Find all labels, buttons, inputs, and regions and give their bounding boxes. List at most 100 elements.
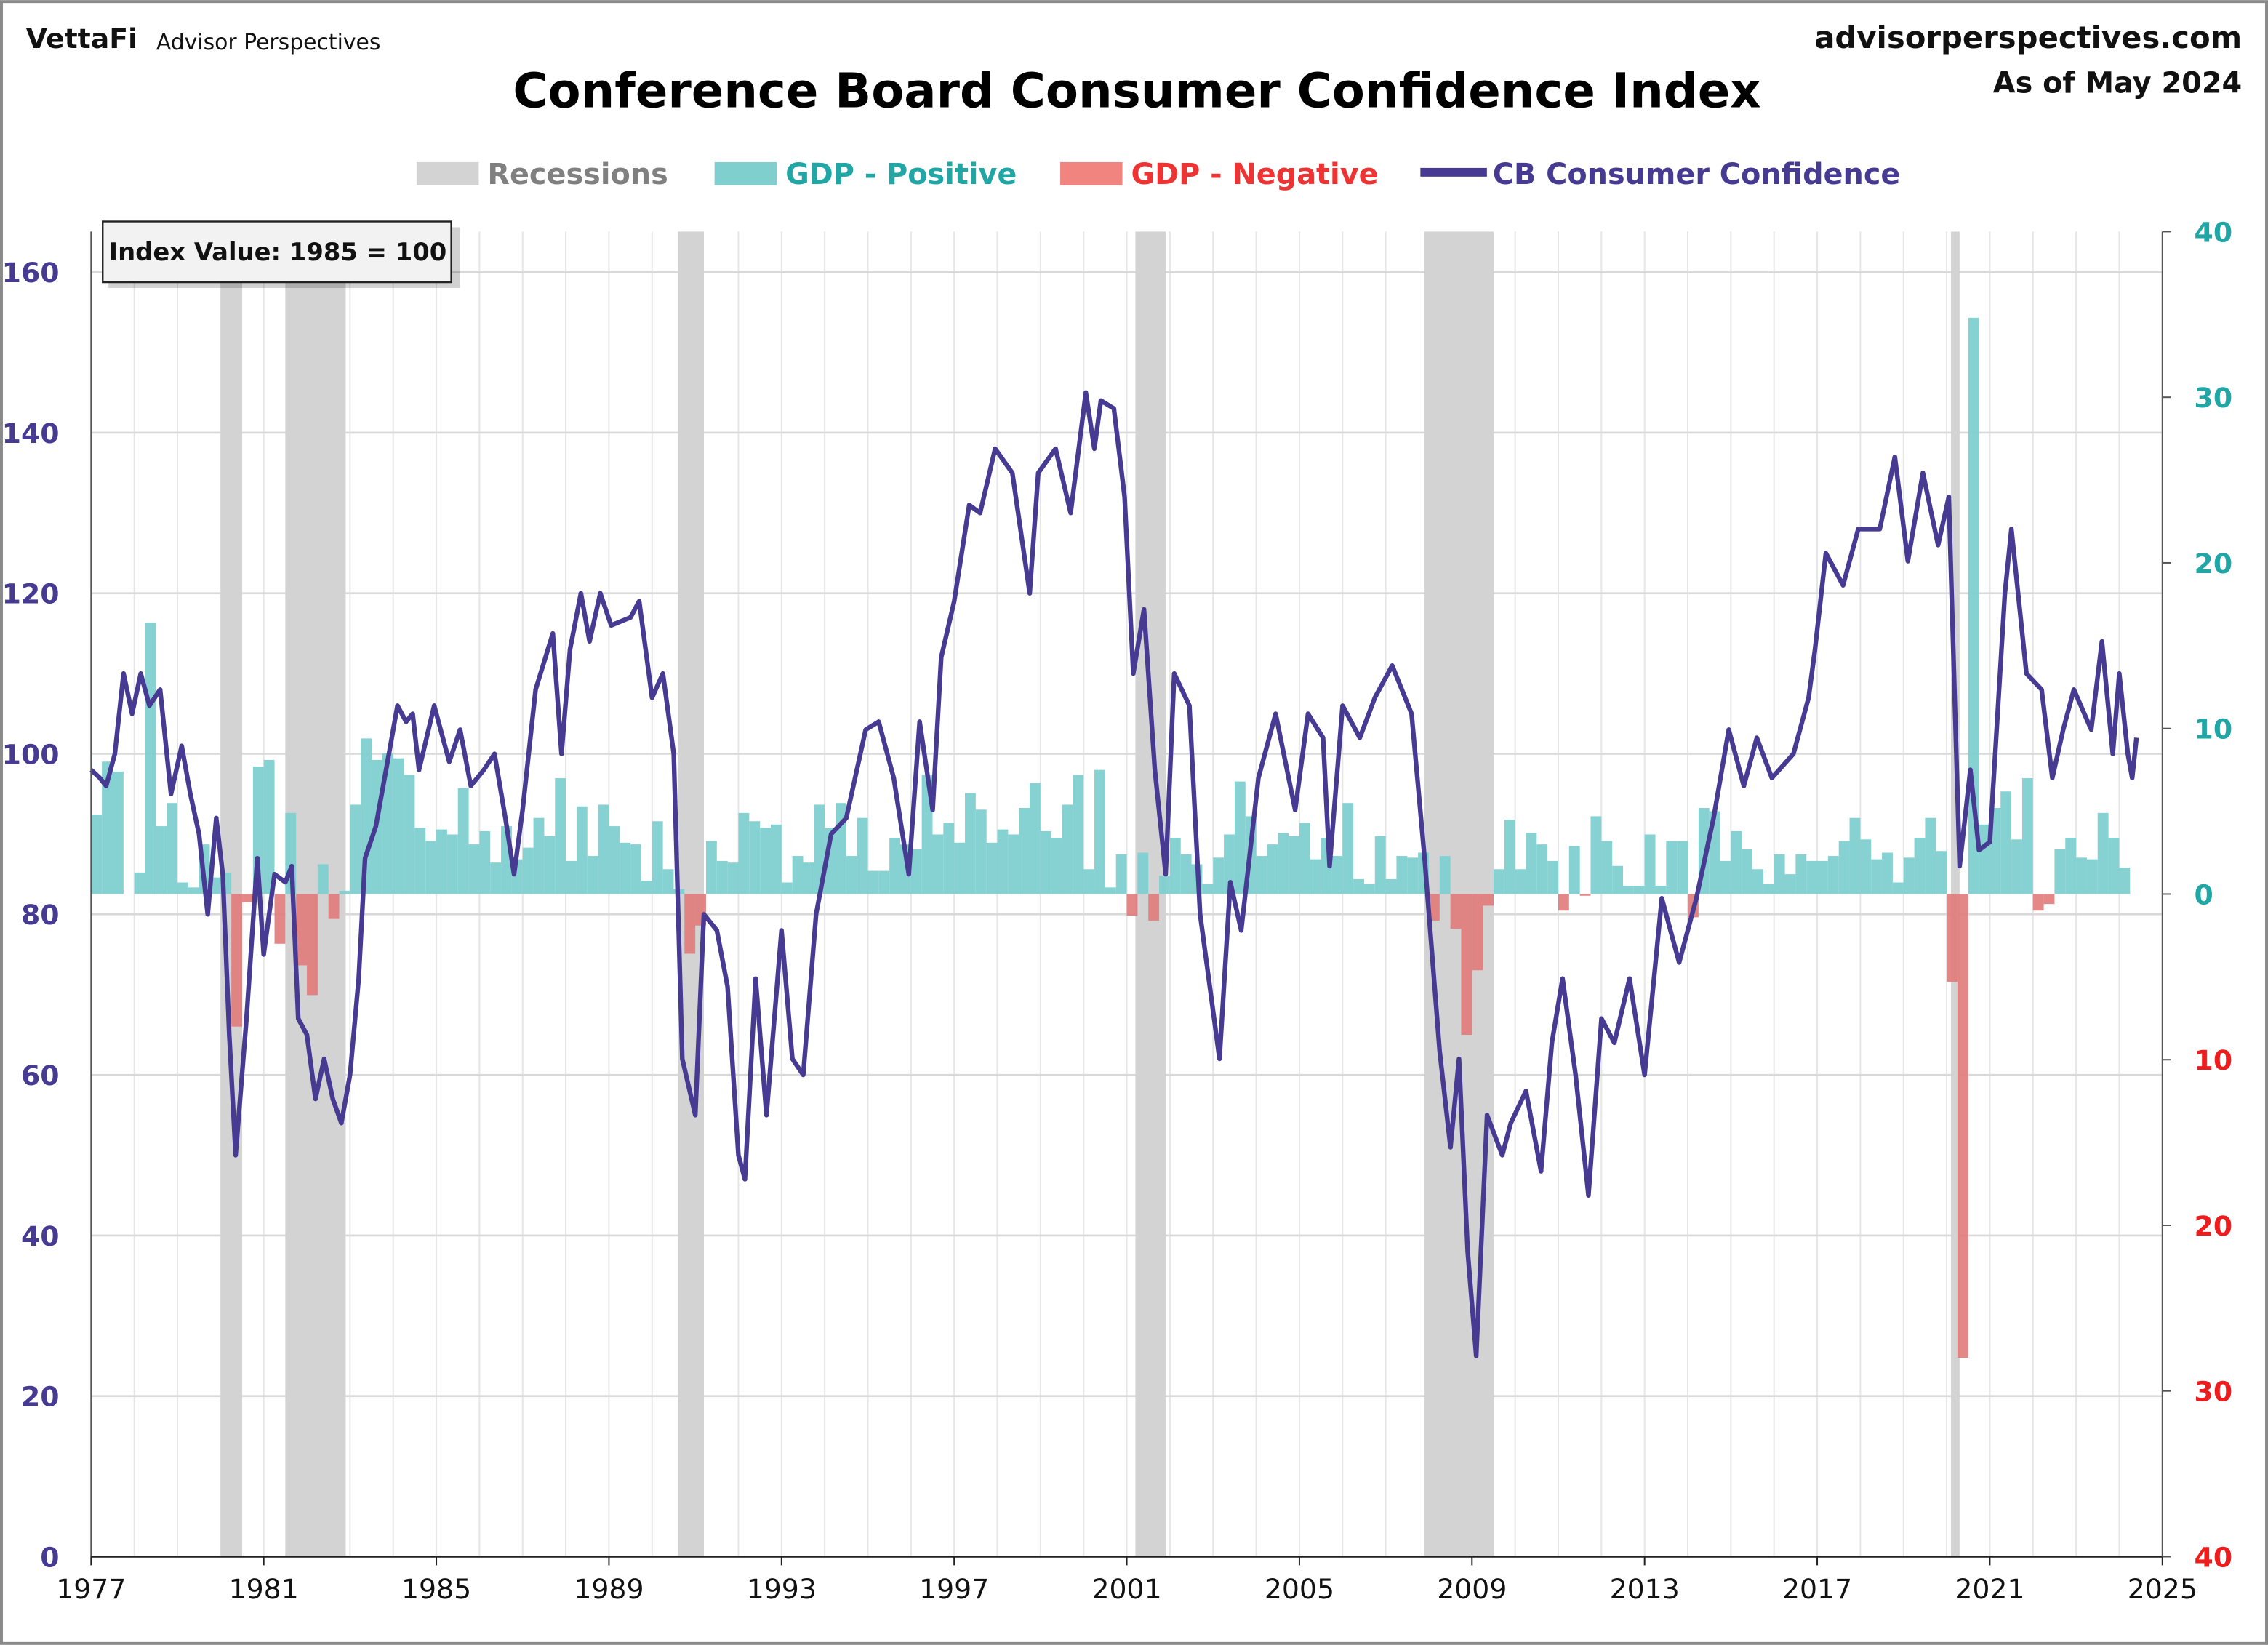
gdp-bar-positive [1396,856,1408,894]
gdp-bar-positive [1547,860,1558,894]
gdp-bar-positive [156,826,167,894]
gdp-bar-positive [1234,781,1246,894]
gdp-bar-positive [1115,854,1127,894]
gdp-bar-positive [878,870,890,894]
gdp-bar-positive [1601,841,1613,894]
gdp-bar-positive [425,841,437,894]
y-right-tick-label: 20 [2195,1210,2233,1242]
gdp-bar-positive [2108,838,2120,894]
gdp-bar-negative [242,894,253,902]
gdp-bar-positive [1784,874,1796,894]
gdp-bar-positive [1094,769,1105,894]
gdp-bar-positive [1720,860,1731,894]
gdp-bar-positive [1342,803,1354,894]
gdp-bar-positive [760,828,771,894]
gdp-bar-positive [1331,856,1343,894]
gdp-bar-negative [2043,894,2055,905]
gdp-bar-positive [1838,841,1850,894]
gdp-bar-positive [533,817,545,894]
gdp-bar-positive [1159,876,1170,894]
gdp-bar-positive [1083,869,1095,894]
legend-label-gdp-positive: GDP - Positive [785,158,1017,191]
gdp-bar-positive [1623,886,1634,894]
gdp-bar-positive [1925,817,1936,894]
gdp-bar-positive [781,882,793,894]
gdp-bar-positive [620,842,631,894]
gdp-bar-positive [1515,869,1526,894]
gdp-bar-positive [1062,804,1073,894]
gdp-bar-positive [145,622,156,894]
gdp-bar-positive [932,834,944,894]
gdp-bar-negative [1450,894,1462,929]
gdp-bar-positive [2021,778,2033,894]
y-right-tick-label: 10 [2195,1044,2233,1076]
gdp-bar-positive [2054,849,2066,894]
x-tick-label: 1993 [747,1573,817,1605]
gdp-bar-positive [598,804,609,894]
y-left-tick-label: 120 [2,578,60,610]
gdp-bar-positive [446,834,458,894]
gdp-bar-positive [889,838,901,894]
gdp-bar-positive [1731,830,1742,894]
gdp-bar-positive [1644,834,1656,894]
gdp-bar-positive [1289,836,1299,894]
gdp-bar-negative [684,894,696,954]
y-right-tick-label: 20 [2195,548,2233,580]
logo: VettaFi Advisor Perspectives [26,23,381,55]
gdp-bar-positive [630,844,641,894]
gdp-bar-positive [1936,851,1947,894]
gdp-bar-positive [1202,884,1214,894]
gdp-bar-positive [1817,860,1828,894]
gdp-bar-positive [2065,838,2077,894]
gdp-bar-positive [1169,838,1181,894]
gdp-bar-positive [1914,838,1926,894]
gdp-bar-negative [2032,894,2044,911]
gdp-bar-positive [1224,834,1235,894]
x-tick-label: 2009 [1437,1573,1507,1605]
gdp-bar-positive [134,872,145,894]
y-left-tick-label: 60 [21,1060,60,1092]
gdp-bar-positive [1892,882,1904,894]
gdp-bar-positive [555,778,566,894]
gdp-bar-positive [2076,857,2087,894]
as-of-date: As of May 2024 [1993,66,2242,100]
gdp-bar-positive [2000,791,2012,894]
gdp-bar-positive [716,860,728,894]
gdp-bar-positive [857,817,868,894]
logo-sub: Advisor Perspectives [156,30,381,55]
gdp-bar-positive [1612,865,1624,894]
gdp-bar-positive [727,862,739,894]
gdp-bar-positive [1030,783,1041,894]
x-tick-label: 1985 [401,1573,471,1605]
gdp-bar-positive [2119,868,2131,894]
gdp-bars [91,317,2131,1358]
gdp-bar-positive [1860,839,1872,894]
gdp-bar-positive [986,842,998,894]
gdp-bar-positive [1568,846,1580,894]
gdp-bar-positive [1526,833,1537,894]
gdp-bar-positive [1752,869,1763,894]
gdp-bar-positive [102,761,113,894]
gdp-bar-positive [705,841,717,894]
gdp-bar-positive [1019,808,1030,894]
gdp-bar-positive [1439,856,1451,894]
y-left-tick-label: 40 [21,1220,60,1252]
annotation-text: Index Value: 1985 = 100 [109,238,447,266]
gdp-bar-positive [339,890,350,894]
gdp-bar-negative [328,894,340,919]
gdp-bar-positive [457,788,469,894]
gdp-bar-negative [1148,894,1160,921]
x-tick-label: 1981 [229,1573,299,1605]
y-left-tick-label: 160 [2,257,60,289]
gdp-bar-negative [1579,894,1591,896]
legend-swatch-gdp-positive [714,161,777,185]
gdp-bar-positive [490,862,502,894]
gdp-bar-positive [2086,859,2098,894]
gdp-bar-positive [1213,857,1225,894]
gdp-bar-positive [662,869,674,894]
gdp-bar-positive [975,809,987,894]
gdp-bar-positive [1310,859,1321,894]
annotation-box: Index Value: 1985 = 100 [102,220,460,289]
gdp-bar-negative [296,894,308,966]
x-tick-label: 2025 [2128,1573,2197,1605]
